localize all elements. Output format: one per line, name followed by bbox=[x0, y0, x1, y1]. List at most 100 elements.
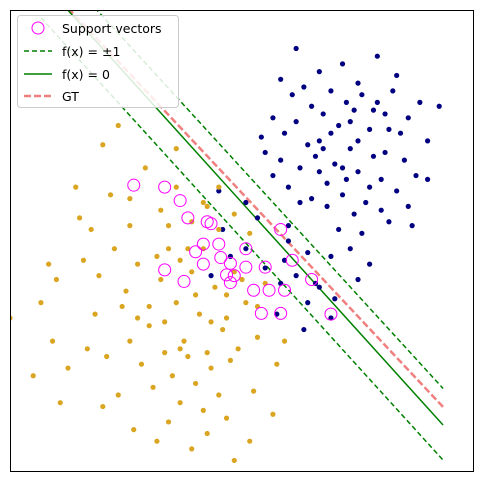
data-point-class-pos bbox=[394, 72, 400, 79]
data-point-class-neg bbox=[220, 326, 226, 333]
data-point-class-neg bbox=[146, 303, 152, 310]
data-point-class-pos bbox=[316, 138, 322, 144]
data-point-class-neg bbox=[100, 142, 106, 148]
data-point-class-pos bbox=[278, 76, 284, 82]
data-point-class-neg bbox=[84, 346, 90, 352]
data-point-class-pos bbox=[309, 103, 315, 109]
data-point-class-neg bbox=[165, 419, 172, 425]
support-vector-marker bbox=[262, 283, 276, 297]
data-point-class-pos bbox=[363, 199, 369, 206]
data-point-class-pos bbox=[297, 199, 303, 206]
data-point-class-pos bbox=[336, 122, 342, 129]
data-point-class-neg bbox=[189, 446, 195, 452]
data-point-class-pos bbox=[328, 315, 334, 321]
data-point-class-pos bbox=[351, 107, 357, 113]
data-point-class-pos bbox=[382, 149, 388, 156]
data-point-class-neg bbox=[185, 246, 191, 252]
data-point-class-neg bbox=[216, 184, 222, 190]
data-point-class-neg bbox=[165, 246, 172, 252]
data-point-class-neg bbox=[177, 400, 183, 406]
data-point-class-pos bbox=[305, 142, 311, 148]
data-point-class-neg bbox=[111, 246, 117, 252]
data-point-class-pos bbox=[359, 92, 365, 98]
legend-gt-label: GT bbox=[62, 89, 79, 104]
support-vector-marker bbox=[214, 251, 228, 265]
data-point-class-neg bbox=[169, 373, 175, 379]
line-gt bbox=[68, 10, 444, 408]
data-point-class-pos bbox=[281, 130, 288, 136]
support-vector-marker bbox=[305, 273, 319, 286]
data-point-class-neg bbox=[165, 223, 172, 229]
data-point-class-pos bbox=[343, 176, 349, 182]
data-point-class-pos bbox=[328, 88, 334, 94]
data-point-class-neg bbox=[247, 438, 253, 444]
data-point-class-neg bbox=[57, 400, 63, 406]
data-point-class-pos bbox=[386, 126, 392, 132]
data-point-class-neg bbox=[216, 392, 222, 398]
data-point-class-neg bbox=[177, 257, 183, 263]
data-point-class-neg bbox=[193, 380, 199, 387]
data-point-class-pos bbox=[320, 146, 326, 152]
data-point-class-neg bbox=[73, 184, 79, 190]
data-point-class-neg bbox=[127, 223, 133, 229]
support-vector-marker bbox=[247, 283, 261, 297]
data-point-class-pos bbox=[343, 99, 349, 105]
data-point-class-neg bbox=[49, 338, 56, 344]
data-point-class-neg bbox=[204, 430, 210, 437]
data-point-class-neg bbox=[208, 365, 214, 371]
data-point-class-pos bbox=[208, 273, 214, 279]
data-point-class-neg bbox=[115, 392, 121, 398]
data-point-class-pos bbox=[309, 196, 315, 202]
support-vector-marker bbox=[278, 283, 292, 297]
data-point-class-pos bbox=[378, 207, 384, 213]
data-point-class-pos bbox=[351, 211, 357, 217]
data-point-class-pos bbox=[258, 134, 264, 140]
data-point-class-pos bbox=[378, 176, 384, 182]
data-point-class-neg bbox=[135, 315, 141, 321]
legend-support-marker bbox=[31, 21, 45, 35]
data-point-class-pos bbox=[394, 188, 400, 194]
data-point-class-pos bbox=[397, 130, 404, 136]
data-point-class-pos bbox=[409, 223, 415, 229]
data-point-class-neg bbox=[154, 438, 160, 444]
data-point-class-pos bbox=[328, 253, 334, 259]
data-point-class-pos bbox=[316, 169, 322, 175]
data-point-class-neg bbox=[235, 346, 241, 352]
support-vector-marker bbox=[239, 260, 253, 274]
data-point-class-pos bbox=[289, 92, 295, 98]
data-point-class-neg bbox=[281, 338, 288, 344]
data-point-class-pos bbox=[374, 99, 380, 105]
plot-frame bbox=[10, 10, 474, 472]
data-point-class-pos bbox=[339, 165, 346, 171]
support-vector-marker bbox=[127, 178, 141, 192]
data-point-class-pos bbox=[405, 203, 411, 209]
data-point-class-pos bbox=[370, 107, 377, 113]
data-point-class-neg bbox=[162, 319, 168, 325]
data-point-class-neg bbox=[135, 261, 141, 267]
support-vector-marker bbox=[158, 180, 172, 194]
data-point-class-neg bbox=[231, 211, 237, 217]
data-point-class-neg bbox=[173, 300, 179, 306]
data-point-class-pos bbox=[436, 103, 442, 109]
data-point-class-pos bbox=[312, 153, 319, 159]
data-point-class-pos bbox=[220, 226, 226, 233]
data-point-class-neg bbox=[158, 207, 164, 213]
data-point-class-neg bbox=[107, 192, 114, 198]
data-point-class-neg bbox=[80, 257, 87, 263]
data-point-class-pos bbox=[367, 126, 373, 132]
data-point-class-pos bbox=[270, 115, 276, 121]
data-point-class-pos bbox=[339, 192, 346, 198]
data-point-class-pos bbox=[262, 265, 268, 271]
data-point-class-neg bbox=[200, 407, 206, 413]
plot-area bbox=[10, 10, 444, 464]
data-point-class-neg bbox=[216, 226, 222, 233]
legend: Support vectors f(x) = ±1 f(x) = 0 GT bbox=[17, 15, 179, 108]
data-point-class-neg bbox=[254, 334, 261, 340]
data-point-class-neg bbox=[119, 303, 125, 310]
data-point-class-neg bbox=[189, 269, 195, 275]
data-point-class-neg bbox=[127, 338, 133, 344]
data-point-class-pos bbox=[425, 176, 431, 182]
data-point-class-neg bbox=[231, 269, 237, 275]
data-point-class-neg bbox=[158, 276, 164, 283]
